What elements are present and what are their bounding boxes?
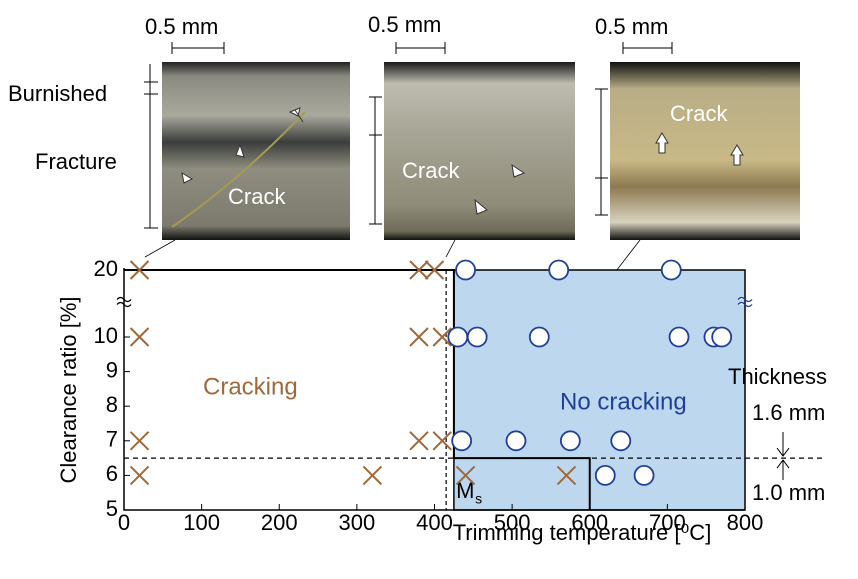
crack-label: Crack bbox=[402, 158, 460, 183]
scale-bar bbox=[172, 42, 672, 54]
x-tick-label: 500 bbox=[494, 510, 531, 535]
y-tick-label: 20 bbox=[94, 256, 118, 281]
circle-marker bbox=[561, 431, 580, 450]
x-tick-label: 400 bbox=[416, 510, 453, 535]
y-tick-label: 10 bbox=[94, 323, 118, 348]
region-label: Cracking bbox=[203, 373, 298, 400]
y-axis-label: Clearance ratio [%] bbox=[56, 296, 81, 483]
scale-label: 0.5 mm bbox=[145, 14, 218, 39]
circle-marker bbox=[456, 261, 475, 280]
circle-marker bbox=[507, 431, 526, 450]
crack-label: Crack bbox=[670, 101, 728, 126]
layer-label: Burnished bbox=[8, 81, 107, 106]
y-tick-label: 5 bbox=[106, 496, 118, 521]
cross-marker bbox=[363, 466, 381, 484]
circle-marker bbox=[635, 466, 654, 485]
circle-marker bbox=[448, 328, 467, 347]
cross-marker bbox=[410, 432, 428, 450]
layer-label: Fracture bbox=[35, 149, 117, 174]
y-tick-label: 8 bbox=[106, 392, 118, 417]
x-tick-label: 100 bbox=[183, 510, 220, 535]
cross-marker bbox=[131, 328, 149, 346]
x-tick-label: 600 bbox=[571, 510, 608, 535]
x-tick-label: 700 bbox=[649, 510, 686, 535]
circle-marker bbox=[468, 328, 487, 347]
thickness-arrows bbox=[777, 432, 789, 480]
circle-marker bbox=[662, 261, 681, 280]
cross-marker bbox=[131, 466, 149, 484]
cross-marker bbox=[131, 432, 149, 450]
circle-marker bbox=[549, 261, 568, 280]
figure: 0.5 mm 0.5 mm 0.5 mm Burnished Fracture … bbox=[0, 0, 858, 574]
thickness-label: Thickness bbox=[728, 364, 827, 389]
thickness-lower: 1.0 mm bbox=[752, 480, 825, 505]
y-tick-label: 6 bbox=[106, 461, 118, 486]
x-tick-label: 200 bbox=[261, 510, 298, 535]
thickness-upper: 1.6 mm bbox=[752, 400, 825, 425]
circle-marker bbox=[596, 466, 615, 485]
x-tick-label: 800 bbox=[727, 510, 764, 535]
region-label: No cracking bbox=[560, 388, 687, 415]
y-tick-label: 7 bbox=[106, 427, 118, 452]
circle-marker bbox=[530, 328, 549, 347]
x-tick-label: 0 bbox=[118, 510, 130, 535]
cross-marker bbox=[410, 328, 428, 346]
y-tick-label: 9 bbox=[106, 357, 118, 382]
x-tick-label: 300 bbox=[339, 510, 376, 535]
circle-marker bbox=[611, 431, 630, 450]
scale-label: 0.5 mm bbox=[595, 14, 668, 39]
cross-marker bbox=[433, 432, 451, 450]
circle-marker bbox=[712, 328, 731, 347]
circle-marker bbox=[452, 431, 471, 450]
micrograph-image bbox=[610, 62, 800, 240]
crack-label: Crack bbox=[228, 184, 286, 209]
ms-subscript: s bbox=[475, 491, 482, 507]
scale-label: 0.5 mm bbox=[368, 12, 441, 37]
circle-marker bbox=[670, 328, 689, 347]
